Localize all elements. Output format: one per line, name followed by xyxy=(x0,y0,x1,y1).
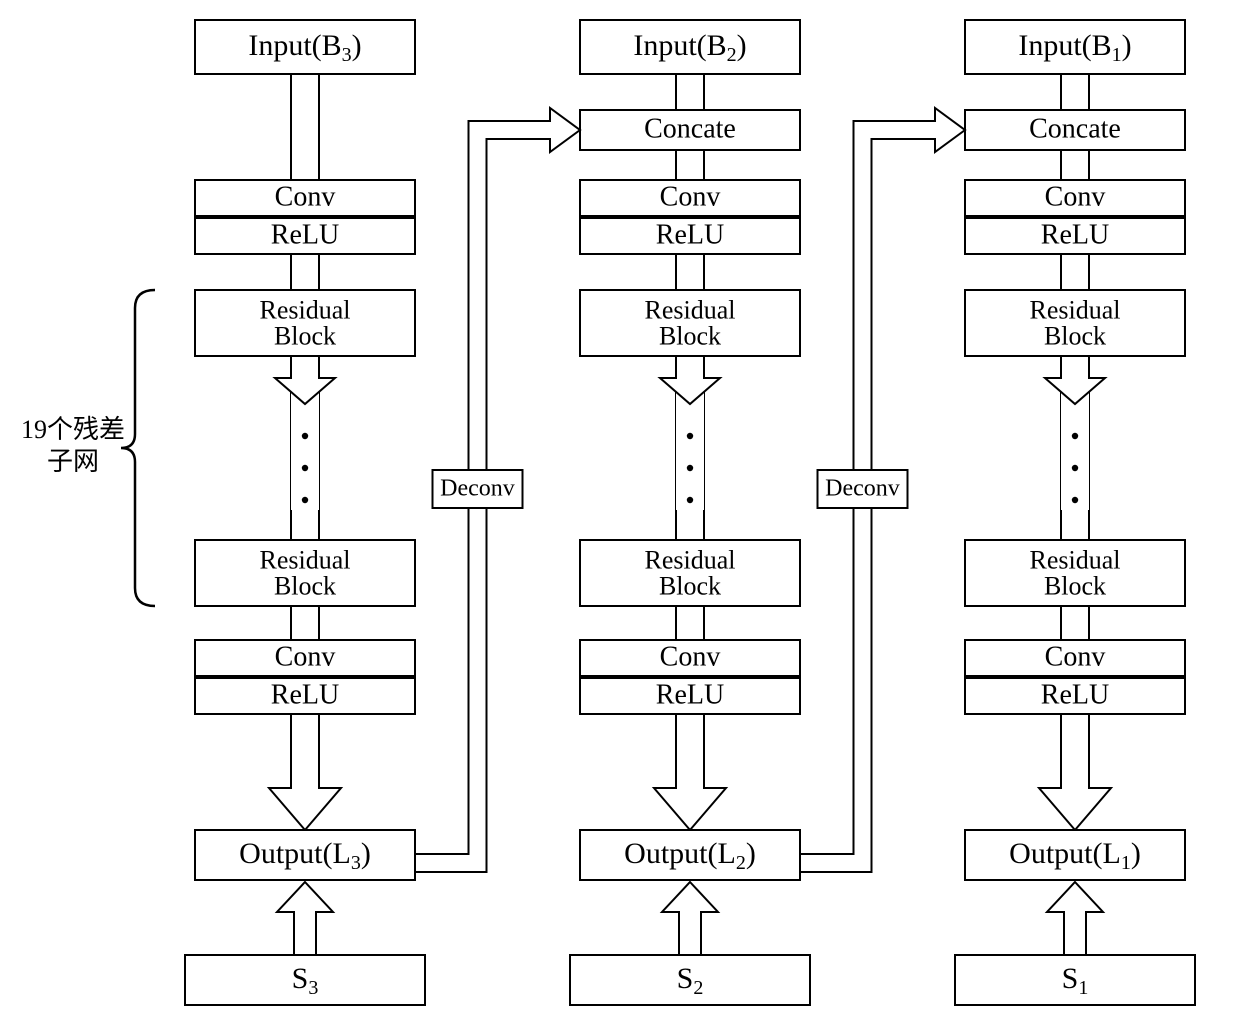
conv1-col3-label: Conv xyxy=(275,181,336,212)
conv1-col2-label: Conv xyxy=(660,181,721,212)
res2b-col3-label: Block xyxy=(274,571,336,600)
res2a-col1-label: Residual xyxy=(1030,546,1121,575)
up-arrow-col1 xyxy=(1047,882,1103,955)
res2b-col2-label: Block xyxy=(659,571,721,600)
res1b-col1-label: Block xyxy=(1044,321,1106,350)
res2a-col3-label: Residual xyxy=(260,546,351,575)
res1b-col3-label: Block xyxy=(274,321,336,350)
conv2-col3-label: Conv xyxy=(275,641,336,672)
concate-col2-label: Concate xyxy=(644,113,736,144)
res2a-col2-label: Residual xyxy=(645,546,736,575)
conv2-col2-label: Conv xyxy=(660,641,721,672)
deconv-col3-label: Deconv xyxy=(440,476,515,502)
relu1-col3-label: ReLU xyxy=(271,219,339,250)
mini-arrow-col2 xyxy=(660,356,720,404)
up-arrow-col2 xyxy=(662,882,718,955)
res2b-col1-label: Block xyxy=(1044,571,1106,600)
relu2-col3-label: ReLU xyxy=(271,679,339,710)
brace-label-1: 19个残差 xyxy=(21,415,125,444)
brace-label-2: 子网 xyxy=(47,447,99,476)
res1a-col2-label: Residual xyxy=(645,296,736,325)
res1b-col2-label: Block xyxy=(659,321,721,350)
mini-arrow-col3 xyxy=(275,356,335,404)
res1a-col3-label: Residual xyxy=(260,296,351,325)
concate-col1-label: Concate xyxy=(1029,113,1121,144)
conv1-col1-label: Conv xyxy=(1045,181,1106,212)
relu1-col1-label: ReLU xyxy=(1041,219,1109,250)
res1a-col1-label: Residual xyxy=(1030,296,1121,325)
relu2-col2-label: ReLU xyxy=(656,679,724,710)
conv2-col1-label: Conv xyxy=(1045,641,1106,672)
mini-arrow-col1 xyxy=(1045,356,1105,404)
relu1-col2-label: ReLU xyxy=(656,219,724,250)
up-arrow-col3 xyxy=(277,882,333,955)
relu2-col1-label: ReLU xyxy=(1041,679,1109,710)
deconv-col2-label: Deconv xyxy=(825,476,900,502)
brace xyxy=(121,290,155,606)
